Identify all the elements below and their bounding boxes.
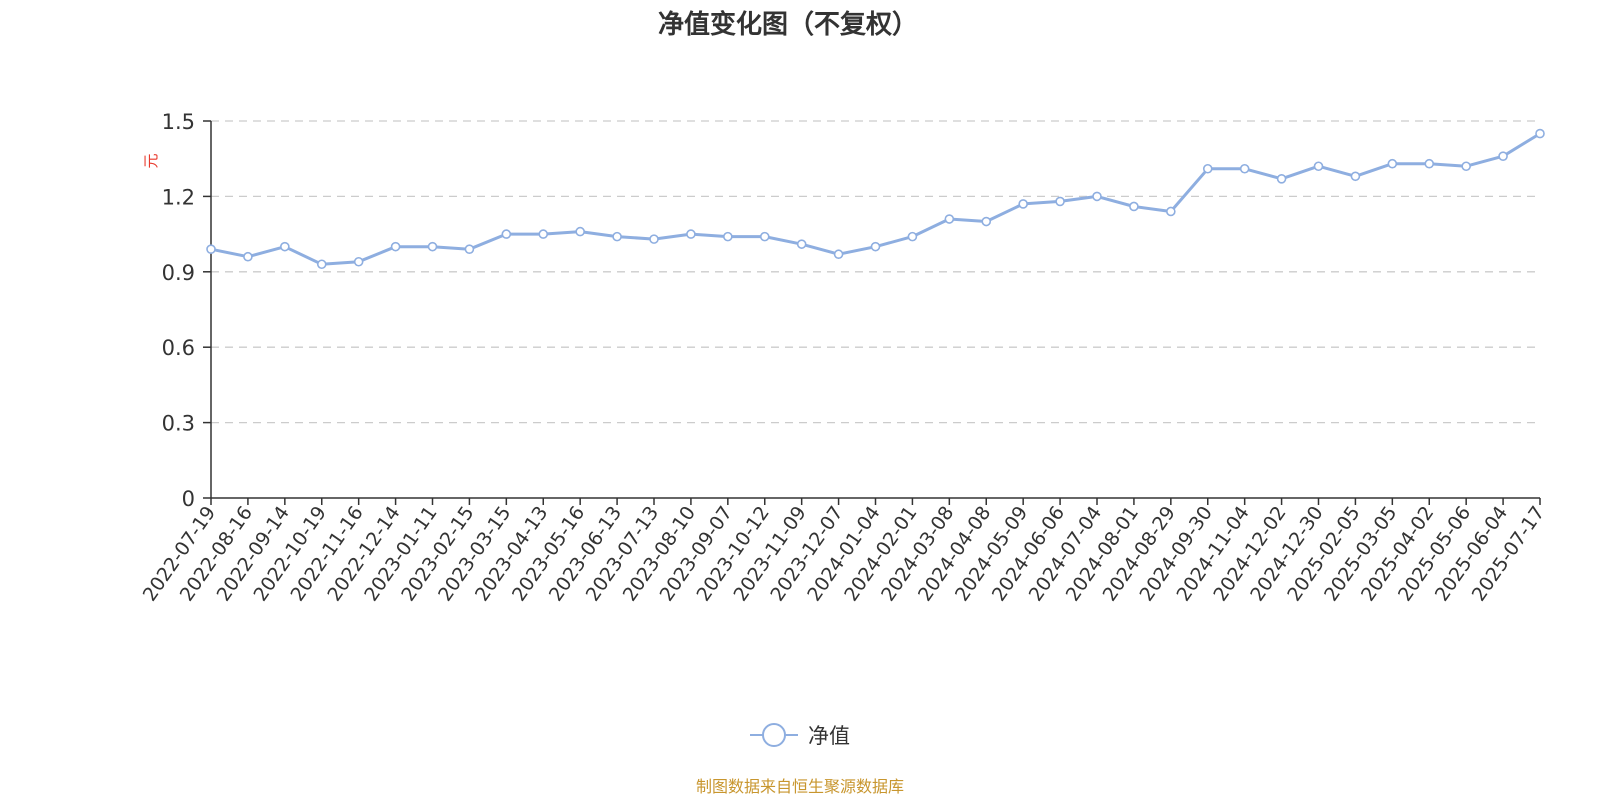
data-point[interactable]: [759, 231, 770, 242]
y-axis-unit: 元: [142, 153, 160, 168]
data-point[interactable]: [538, 229, 549, 239]
data-point[interactable]: [206, 244, 216, 254]
data-point[interactable]: [427, 241, 438, 252]
data-point[interactable]: [1424, 158, 1435, 169]
y-tick-label: 1.2: [162, 185, 195, 209]
x-axis-ticks: 2022-07-192022-08-162022-09-142022-10-19…: [139, 498, 1549, 605]
y-tick-label: 1.5: [162, 110, 195, 134]
legend[interactable]: 净值: [750, 723, 850, 748]
legend-label: 净值: [808, 724, 850, 748]
data-point[interactable]: [1313, 161, 1324, 172]
data-point[interactable]: [686, 229, 696, 239]
grid-lines: [211, 120, 1540, 424]
data-point[interactable]: [833, 249, 844, 260]
data-point[interactable]: [1535, 128, 1545, 139]
data-point[interactable]: [1202, 163, 1213, 174]
y-axis-ticks: 0 0.3 0.6 0.9 1.2 1.5: [162, 110, 211, 511]
data-point[interactable]: [464, 244, 475, 254]
y-tick-label: 0: [182, 487, 195, 511]
data-point[interactable]: [390, 241, 401, 252]
data-point[interactable]: [907, 231, 918, 242]
data-point[interactable]: [353, 256, 364, 267]
data-point[interactable]: [280, 241, 290, 252]
data-point[interactable]: [1166, 206, 1176, 217]
data-point[interactable]: [1276, 174, 1287, 184]
data-point[interactable]: [981, 216, 992, 227]
y-tick-label: 0.3: [162, 412, 195, 436]
data-point[interactable]: [1055, 196, 1065, 207]
data-point[interactable]: [575, 226, 585, 237]
data-point[interactable]: [243, 251, 253, 262]
data-point[interactable]: [1239, 163, 1250, 174]
series-points: [206, 128, 1545, 270]
data-point[interactable]: [316, 259, 327, 270]
data-point[interactable]: [501, 229, 512, 239]
y-tick-label: 0.9: [162, 261, 195, 285]
data-point[interactable]: [870, 241, 881, 252]
data-point[interactable]: [1129, 201, 1139, 212]
data-point[interactable]: [944, 214, 955, 224]
data-point[interactable]: [1387, 158, 1398, 169]
data-point[interactable]: [1092, 191, 1102, 202]
data-point[interactable]: [796, 239, 807, 249]
data-point[interactable]: [1461, 161, 1471, 172]
data-point[interactable]: [723, 231, 733, 242]
data-point[interactable]: [612, 231, 622, 242]
data-source-note: 制图数据来自恒生聚源数据库: [696, 777, 904, 796]
chart-title: 净值变化图（不复权）: [658, 9, 918, 40]
data-point[interactable]: [1350, 171, 1361, 182]
data-point[interactable]: [1018, 199, 1028, 209]
legend-marker-icon: [762, 723, 786, 747]
data-point[interactable]: [1498, 151, 1508, 161]
y-tick-label: 0.6: [162, 336, 195, 360]
data-point[interactable]: [649, 234, 659, 244]
